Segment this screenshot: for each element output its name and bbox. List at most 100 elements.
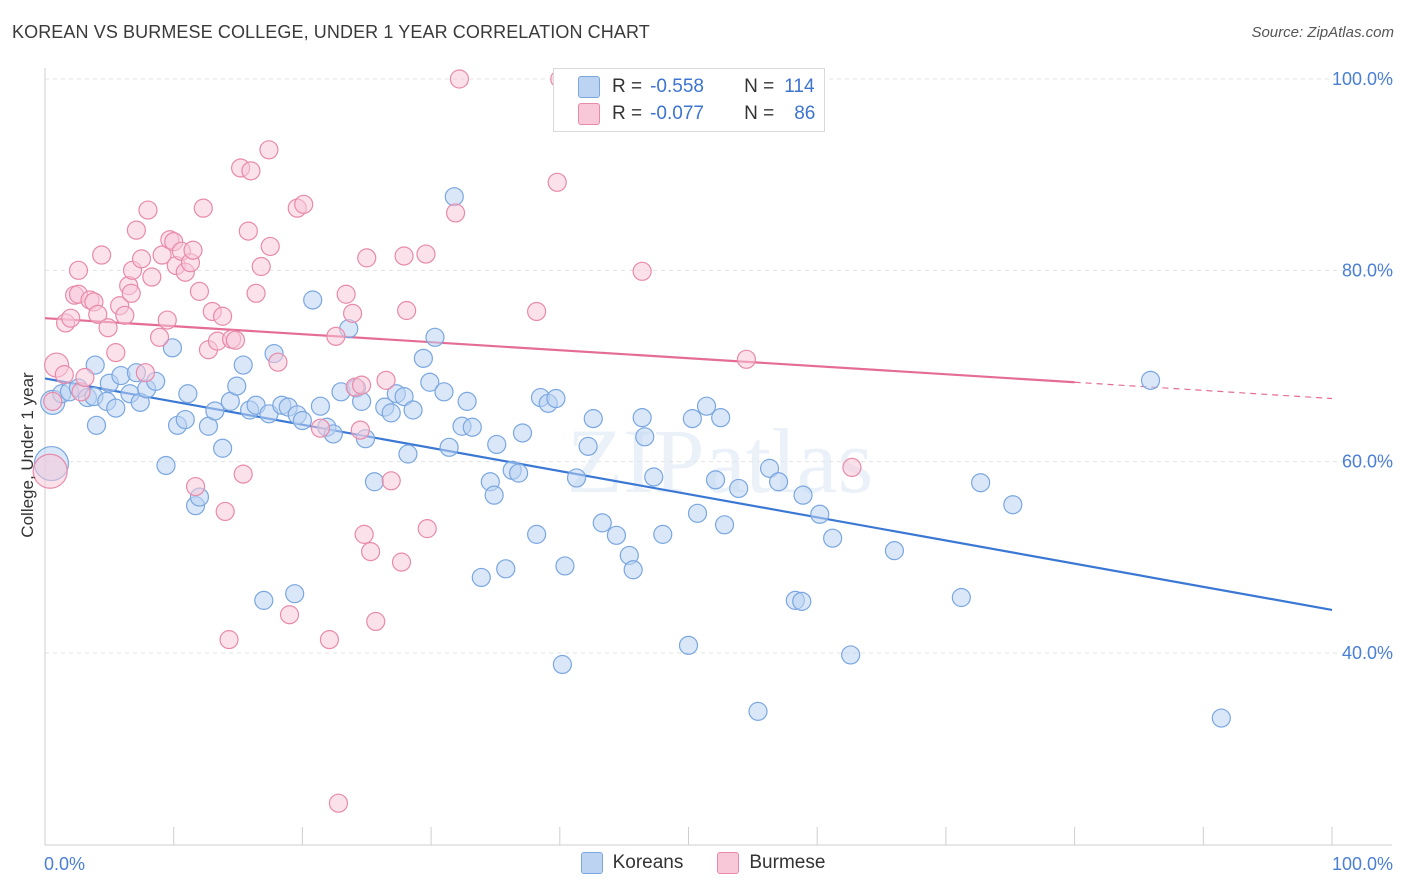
burmese-point (219, 630, 239, 650)
burmese-point (238, 221, 258, 241)
burmese-point (185, 476, 206, 497)
korean-point (178, 384, 198, 404)
burmese-point (260, 236, 280, 257)
korean-point (227, 376, 247, 396)
korean-point (398, 444, 418, 464)
r-value: -0.077 (650, 103, 704, 124)
burmese-point (394, 246, 414, 266)
korean-point (678, 635, 699, 655)
burmese-point (138, 200, 158, 220)
korean-point (635, 427, 655, 447)
burmese-point (445, 203, 466, 223)
korean-point (310, 396, 331, 416)
burmese-point (251, 256, 271, 277)
korean-point (705, 470, 726, 490)
correlation-legend: R = -0.558 N = 114 R = -0.077 N = 86 (553, 68, 825, 132)
burmese-point (157, 310, 177, 330)
burmese-trend-extension (1074, 381, 1333, 400)
korean-point (682, 409, 702, 429)
y-tick-label: 60.0% (1342, 452, 1393, 472)
burmese-point (131, 249, 152, 269)
korean-point (434, 382, 454, 402)
korean-point (175, 409, 195, 430)
korean-point (233, 355, 253, 375)
burmese-point (416, 244, 436, 264)
burmese-point (361, 541, 381, 562)
burmese-point (268, 352, 288, 372)
burmese-point (328, 793, 349, 813)
burmese-point (106, 343, 126, 363)
korean-point (566, 468, 587, 488)
burmese-trend-line (44, 317, 1075, 384)
burmese-point (215, 501, 235, 522)
legend-label-koreans: Koreans (612, 852, 684, 873)
burmese-point (319, 630, 340, 650)
korean-point (213, 438, 233, 458)
burmese-point (32, 453, 68, 489)
data-points (32, 69, 1231, 813)
korean-point (512, 423, 533, 443)
burmese-point (241, 161, 261, 181)
korean-point (381, 403, 401, 423)
x-tick-label-max: 100.0% (1332, 854, 1393, 874)
korean-point (759, 458, 780, 478)
burmese-point (842, 457, 862, 478)
y-tick-labels: 40.0% 60.0% 80.0% 100.0% (1332, 69, 1393, 663)
korean-point (394, 387, 414, 407)
korean-point (85, 355, 105, 375)
burmese-point (632, 261, 652, 281)
y-tick-label: 40.0% (1342, 643, 1393, 663)
korean-point (403, 400, 423, 420)
korean-point (106, 398, 126, 418)
burmese-point (233, 464, 253, 484)
burmese-point (68, 260, 89, 280)
korean-point (711, 408, 731, 428)
r-label: R = (612, 103, 643, 124)
korean-point (696, 396, 717, 416)
korean-point (841, 645, 861, 665)
korean-point (413, 348, 433, 368)
burmese-point (352, 375, 372, 395)
burmese-swatch (717, 852, 740, 874)
korean-point (444, 187, 464, 207)
koreans-swatch (580, 852, 603, 874)
r-value: -0.558 (650, 76, 704, 97)
burmese-point (354, 524, 374, 544)
x-tick-labels: 0.0% 100.0% (44, 854, 1393, 874)
burmese-point (43, 391, 63, 411)
burmese-point (92, 245, 112, 265)
source-label: Source: ZipAtlas.com (1251, 24, 1394, 41)
korean-point (546, 388, 566, 409)
burmese-point (98, 318, 118, 338)
burmese-point (391, 552, 412, 572)
burmese-point (547, 172, 567, 192)
burmese-point (527, 301, 547, 322)
korean-point (687, 503, 708, 523)
burmese-point (126, 220, 146, 240)
korean-point (951, 587, 971, 608)
n-value: 114 (784, 76, 815, 97)
korean-point (496, 559, 516, 579)
x-tick-label-min: 0.0% (44, 854, 85, 874)
korean-point (303, 290, 323, 310)
korean-point (583, 409, 603, 429)
korean-point (364, 472, 385, 492)
korean-point (823, 528, 843, 548)
korean-point (471, 567, 491, 588)
n-value: 86 (794, 103, 816, 124)
korean-point (578, 436, 598, 456)
burmese-point (152, 245, 172, 265)
legend-label-burmese: Burmese (749, 852, 826, 873)
y-tick-label: 80.0% (1342, 260, 1393, 280)
korean-point (606, 525, 627, 545)
burmese-point (189, 281, 210, 301)
burmese-point (183, 240, 203, 260)
korean-point (971, 473, 991, 493)
burmese-point (350, 420, 370, 440)
burmese-point (246, 283, 266, 303)
korean-point (792, 591, 812, 611)
korean-point (527, 524, 547, 544)
burmese-point (225, 330, 246, 350)
korean-point (162, 338, 183, 358)
